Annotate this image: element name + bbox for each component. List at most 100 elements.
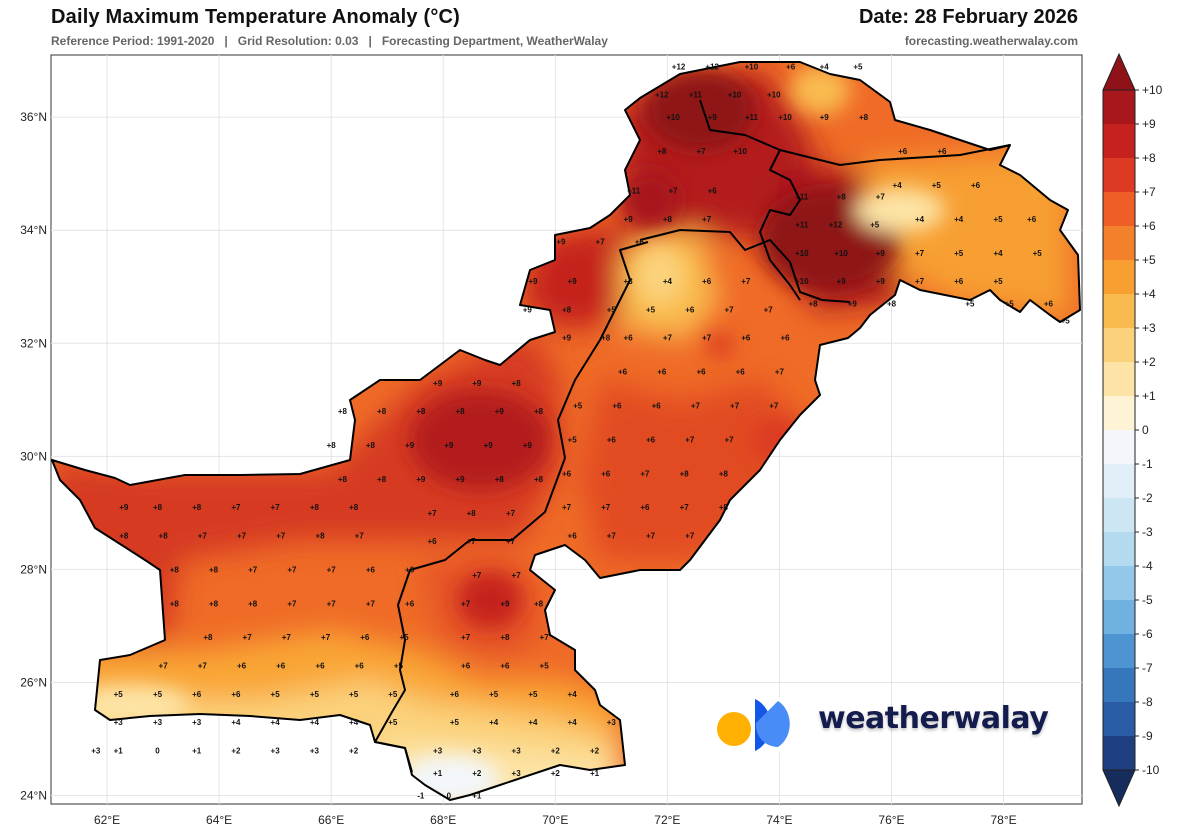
anomaly-label: +9 [876, 277, 886, 286]
anomaly-label: +8 [562, 305, 572, 314]
anomaly-label: +7 [461, 633, 471, 642]
anomaly-label: +5 [388, 718, 398, 727]
anomaly-label: +3 [153, 718, 163, 727]
anomaly-label: +8 [467, 509, 477, 518]
colorbar-label: +1 [1142, 389, 1156, 403]
lat-tick-label: 26°N [20, 675, 47, 689]
colorbar: +10+9+8+7+6+5+4+3+2+10-1-2-3-4-5-6-7-8-9… [1102, 52, 1163, 808]
anomaly-label: +9 [820, 113, 830, 122]
anomaly-label: +8 [366, 441, 376, 450]
anomaly-label: +7 [276, 532, 286, 541]
anomaly-label: +2 [551, 746, 561, 755]
anomaly-label: +12 [655, 91, 669, 100]
anomaly-label: +7 [702, 215, 712, 224]
anomaly-label: +8 [680, 469, 690, 478]
colorbar-band [1103, 430, 1135, 465]
colorbar-band [1103, 226, 1135, 261]
anomaly-label: +8 [338, 475, 348, 484]
anomaly-label: +6 [461, 662, 471, 671]
anomaly-label: +4 [893, 181, 903, 190]
anomaly-label: +3 [271, 746, 281, 755]
anomaly-label: +3 [512, 769, 522, 778]
anomaly-label: +7 [769, 402, 779, 411]
colorbar-band [1103, 328, 1135, 363]
colorbar-label: +5 [1142, 253, 1156, 267]
anomaly-label: +6 [646, 435, 656, 444]
anomaly-label: +6 [652, 402, 662, 411]
anomaly-label: +5 [965, 300, 975, 309]
kashmir-border [779, 144, 1011, 166]
colorbar-band [1103, 498, 1135, 533]
anomaly-label: +5 [394, 662, 404, 671]
lat-tick-label: 34°N [20, 223, 47, 237]
anomaly-label: +8 [837, 192, 847, 201]
colorbar-label: +10 [1142, 83, 1163, 97]
anomaly-label: +5 [853, 62, 863, 71]
anomaly-label: +6 [568, 532, 578, 541]
anomaly-label: +7 [741, 277, 751, 286]
anomaly-label: +4 [528, 718, 538, 727]
anomaly-label: +7 [327, 565, 337, 574]
anomaly-label: +6 [612, 402, 622, 411]
anomaly-label: +7 [355, 532, 365, 541]
anomaly-label: +6 [315, 662, 325, 671]
colorbar-band [1103, 192, 1135, 227]
anomaly-label: +6 [635, 238, 645, 247]
anomaly-label: +5 [349, 690, 359, 699]
anomaly-label: +9 [416, 475, 426, 484]
anomaly-label: +4 [568, 690, 578, 699]
anomaly-label: +2 [551, 769, 561, 778]
colorbar-band [1103, 600, 1135, 635]
colorbar-label: +7 [1142, 185, 1156, 199]
anomaly-label: +7 [231, 503, 241, 512]
anomaly-label: +1 [114, 746, 124, 755]
anomaly-label: +6 [741, 334, 751, 343]
anomaly-label: +6 [405, 599, 415, 608]
anomaly-label: +9 [472, 379, 482, 388]
anomaly-label: +5 [870, 221, 880, 230]
anomaly-label: +3 [91, 746, 101, 755]
anomaly-label: +5 [607, 305, 617, 314]
anomaly-label: +9 [876, 249, 886, 258]
punjab-border [557, 241, 649, 459]
lon-tick-label: 74°E [766, 813, 792, 827]
anomaly-label: +11 [745, 113, 759, 122]
anomaly-label: +6 [450, 690, 460, 699]
anomaly-label: +5 [388, 690, 398, 699]
anomaly-label: +8 [601, 334, 611, 343]
anomaly-label: +2 [472, 769, 482, 778]
province-borders [374, 99, 1011, 773]
anomaly-label: +12 [829, 221, 843, 230]
anomaly-label: +1 [472, 792, 482, 801]
anomaly-label: +6 [685, 305, 695, 314]
anomaly-label: +5 [954, 249, 964, 258]
anomaly-label: +4 [954, 215, 964, 224]
colorbar-label: -6 [1142, 627, 1153, 641]
anomaly-label: +9 [837, 277, 847, 286]
colorbar-band [1103, 532, 1135, 567]
anomaly-label: +12 [672, 62, 686, 71]
anomaly-label: +3 [433, 746, 443, 755]
website-url[interactable]: forecasting.weatherwalay.com [904, 34, 1078, 48]
anomaly-label: +7 [287, 599, 297, 608]
anomaly-label: +7 [685, 532, 695, 541]
anomaly-label: +6 [640, 503, 650, 512]
anomaly-label: +2 [590, 746, 600, 755]
anomaly-label: +7 [506, 509, 516, 518]
anomaly-label: +7 [321, 633, 331, 642]
anomaly-label: +6 [192, 690, 202, 699]
anomaly-label: +8 [500, 633, 510, 642]
anomaly-label: +6 [1044, 300, 1054, 309]
anomaly-label: +7 [601, 503, 611, 512]
anomaly-label: +7 [512, 571, 522, 580]
anomaly-label: +7 [640, 469, 650, 478]
anomaly-label: +7 [506, 537, 516, 546]
anomaly-label: +7 [271, 503, 281, 512]
anomaly-label: +11 [627, 187, 641, 196]
colorbar-label: -10 [1142, 763, 1160, 777]
anomaly-label: +4 [489, 718, 499, 727]
anomaly-label: +6 [366, 565, 376, 574]
anomaly-label: +3 [607, 718, 617, 727]
anomaly-label: +6 [500, 662, 510, 671]
